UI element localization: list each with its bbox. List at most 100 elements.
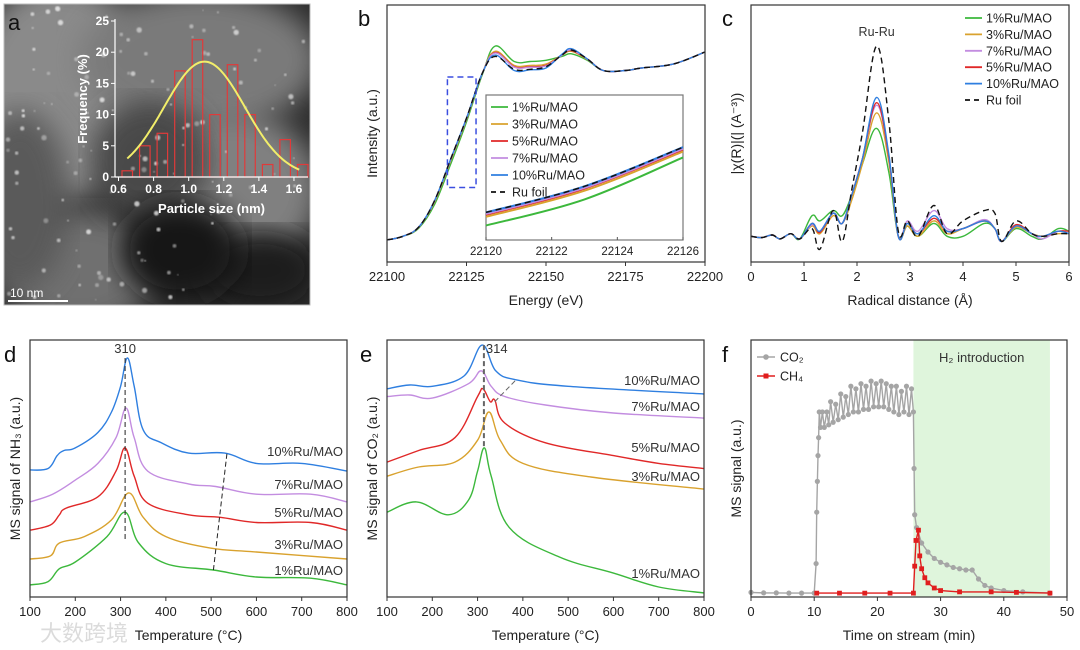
image-border — [3, 3, 311, 306]
nanoparticle — [98, 274, 104, 281]
panel-c: Ru-Ru 0 1 2 3 4 5 6 Radical distance (Å) |χ(R)|(|… — [722, 4, 1073, 308]
nanoparticle — [56, 238, 61, 243]
co2-data-point — [821, 424, 827, 430]
x-tick-label: 1 — [800, 269, 807, 284]
peak-temperature-label: 314 — [486, 341, 508, 356]
co2-data-point — [881, 404, 887, 410]
nanoparticle — [293, 184, 297, 188]
y-axis-label: MS signal of NH₃ (a.u.) — [7, 397, 23, 540]
nanoparticle — [74, 92, 79, 97]
nanoparticle — [182, 126, 186, 130]
x-tick-label: 400 — [155, 604, 177, 619]
series-line-5-ru-mao — [386, 387, 705, 470]
x-tick-label: 22175 — [607, 269, 643, 284]
stem-micrograph — [4, 4, 310, 305]
inset-series-line — [485, 147, 684, 215]
ru-ru-peak-label: Ru-Ru — [859, 25, 895, 39]
nanoparticle — [43, 102, 46, 104]
sample-label: 5%Ru/MAO — [274, 505, 343, 520]
x-tick-label: 20 — [870, 604, 884, 619]
nanoparticle — [50, 103, 53, 106]
nanoparticle — [6, 148, 10, 152]
panel-letter: a — [8, 10, 21, 35]
nanoparticle — [290, 101, 295, 105]
co2-data-point — [901, 409, 907, 415]
x-tick-label: 0 — [747, 269, 754, 284]
nanoparticle — [11, 235, 15, 240]
nanoparticle — [211, 222, 214, 225]
ch4-data-point — [916, 527, 921, 533]
nanoparticle — [181, 288, 185, 292]
y-tick-label: 20 — [96, 45, 110, 59]
co2-data-point — [845, 411, 851, 418]
nanoparticle — [14, 151, 19, 155]
nanoparticle — [172, 244, 177, 248]
nanoparticle — [156, 227, 161, 232]
sample-label: 5%Ru/MAO — [631, 440, 700, 455]
nanoparticle — [32, 68, 35, 71]
inset-series-line — [485, 156, 684, 227]
co2-data-point — [969, 567, 975, 573]
nanoparticle — [78, 283, 81, 287]
nanoparticle — [57, 294, 61, 298]
nanoparticle — [21, 114, 26, 118]
legend-label: 5%Ru/MAO — [986, 61, 1052, 75]
nanoparticle — [8, 111, 13, 116]
nanoparticle — [66, 160, 69, 164]
series-line-5-ru-mao — [29, 447, 348, 531]
x-tick-label: 30 — [933, 604, 947, 619]
ch4-data-point — [1014, 589, 1019, 595]
nanoparticle — [130, 166, 135, 171]
nanoparticle — [233, 29, 239, 36]
co2-data-point — [876, 404, 882, 410]
co2-data-point — [850, 409, 856, 415]
nanoparticle — [228, 193, 233, 197]
nanoparticle — [103, 111, 106, 114]
x-tick-label: 200 — [421, 604, 443, 619]
ch4-data-point — [957, 589, 962, 595]
co2-data-point — [888, 383, 894, 389]
y-tick-label: 5 — [102, 139, 109, 153]
co2-data-point — [950, 564, 956, 571]
y-axis-label: MS signal of CO₂ (a.u.) — [364, 397, 380, 541]
nanoparticle — [7, 291, 12, 296]
co2-data-point — [858, 381, 864, 387]
x-axis-label: Particle size (nm) — [158, 201, 265, 216]
nanoparticle — [216, 11, 219, 14]
nanoparticle — [5, 137, 11, 142]
x-tick-label: 500 — [200, 604, 222, 619]
nanoparticle — [33, 110, 36, 112]
legend-label: Ru foil — [986, 94, 1021, 108]
ch4-data-point — [862, 590, 868, 596]
x-tick-label: 700 — [291, 604, 313, 619]
nanoparticle — [271, 107, 275, 110]
panel-f: H₂ introduction 0 10 20 30 40 50 Time on stream… — [722, 339, 1074, 643]
co2-data-point — [944, 562, 950, 568]
nanoparticle — [99, 97, 105, 103]
nanoparticle — [264, 127, 269, 131]
inset-x-tick-label: 22120 — [470, 246, 502, 258]
panel-letter: d — [4, 342, 16, 367]
nanoparticle — [112, 222, 117, 226]
x-tick-label: 100 — [376, 604, 398, 619]
co2-data-point — [893, 383, 899, 389]
ch4-data-point — [913, 538, 919, 543]
x-tick-label: 800 — [336, 604, 358, 619]
co2-data-point — [815, 453, 821, 459]
nanoparticle — [185, 123, 190, 128]
series-line-ru-foil — [386, 49, 706, 241]
nanoparticle — [153, 170, 156, 173]
nanoparticle — [232, 25, 236, 30]
nanoparticle — [90, 149, 93, 152]
legend-label: 10%Ru/MAO — [512, 169, 585, 183]
nanoparticle — [210, 213, 212, 216]
legend-label: 1%Ru/MAO — [512, 101, 578, 115]
x-axis-label: Energy (eV) — [509, 292, 584, 308]
nanoparticle — [257, 48, 262, 53]
co2-data-point — [840, 414, 846, 420]
panel-a: 10 nm 0 5 10 15 20 25 0.6 0.8 1.0 1.2 1.4 1.6 Particl… — [3, 3, 311, 306]
nanoparticle — [181, 199, 185, 203]
series-line-1-ru-mao — [29, 511, 348, 586]
nanoparticle — [144, 51, 148, 56]
nanoparticle — [194, 121, 200, 127]
